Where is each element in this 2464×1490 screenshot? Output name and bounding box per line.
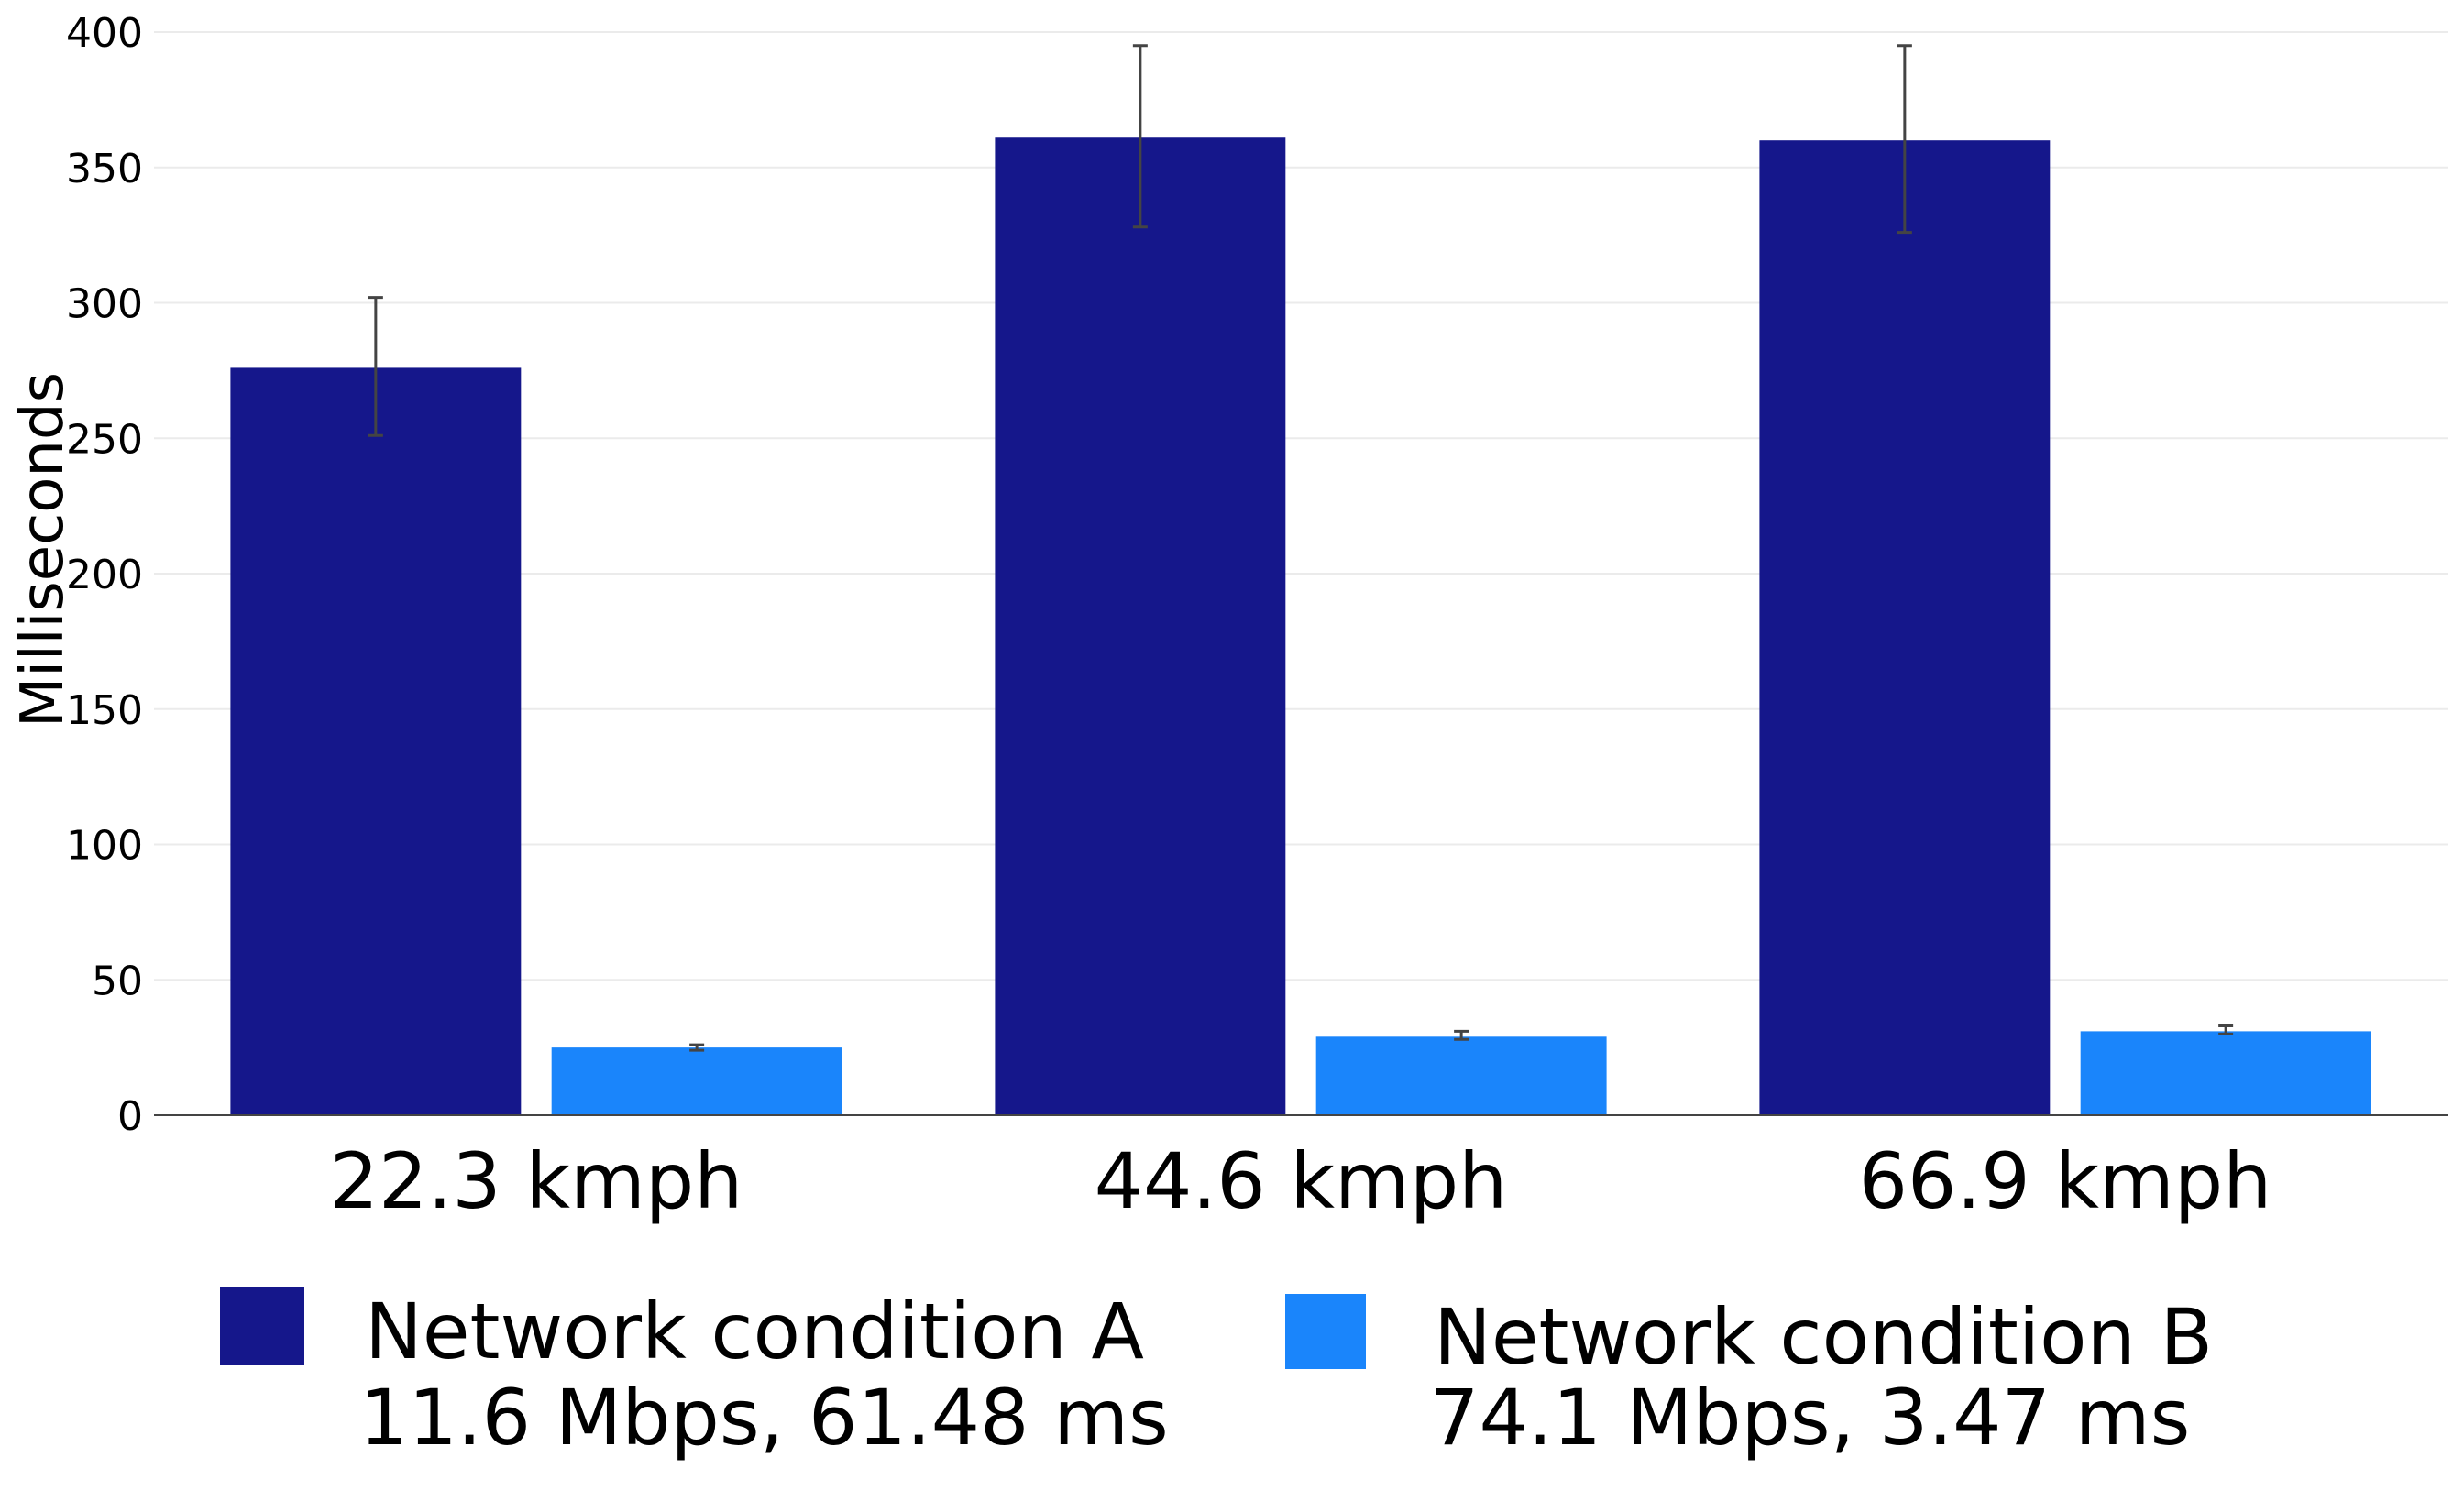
legend-swatch-b: [1285, 1294, 1366, 1369]
x-tick-label: 22.3 kmph: [330, 1136, 743, 1226]
legend-label-b: Network condition B: [1434, 1292, 2213, 1382]
x-tick-labels: 22.3 kmph 44.6 kmph 66.9 kmph: [330, 1136, 2272, 1226]
legend-swatch-a: [220, 1287, 304, 1365]
bar-b-1: [551, 1047, 842, 1115]
y-tick-label: 400: [66, 10, 143, 57]
bar-a-2: [995, 137, 1286, 1115]
x-tick-label: 66.9 kmph: [1859, 1136, 2272, 1226]
bar-b-2: [1315, 1036, 1607, 1115]
legend-sublabel-b: 74.1 Mbps, 3.47 ms: [1430, 1373, 2190, 1463]
bar-a-1: [230, 367, 522, 1115]
y-tick-label: 100: [66, 823, 143, 870]
y-tick-label: 50: [92, 958, 143, 1004]
error-bars: [368, 44, 2234, 1052]
gridlines: [154, 31, 2448, 981]
y-tick-label: 200: [66, 552, 143, 598]
y-tick-label: 250: [66, 416, 143, 463]
legend-label-a: Network condition A: [365, 1287, 1144, 1376]
x-tick-label: 44.6 kmph: [1094, 1136, 1508, 1226]
y-tick-label: 150: [66, 687, 143, 734]
bar-b-3: [2080, 1031, 2371, 1115]
legend: Network condition A 11.6 Mbps, 61.48 ms …: [220, 1287, 2213, 1463]
bar-a-3: [1759, 140, 2051, 1116]
bars: [230, 137, 2371, 1116]
y-tick-label: 300: [66, 281, 143, 328]
y-axis-label: Milliseconds: [9, 372, 77, 728]
y-tick-labels: 0 50 100 150 200 250 300 350 400: [66, 10, 143, 1140]
y-tick-label: 350: [66, 146, 143, 192]
legend-sublabel-a: 11.6 Mbps, 61.48 ms: [359, 1373, 1169, 1463]
y-tick-label: 0: [117, 1093, 143, 1140]
